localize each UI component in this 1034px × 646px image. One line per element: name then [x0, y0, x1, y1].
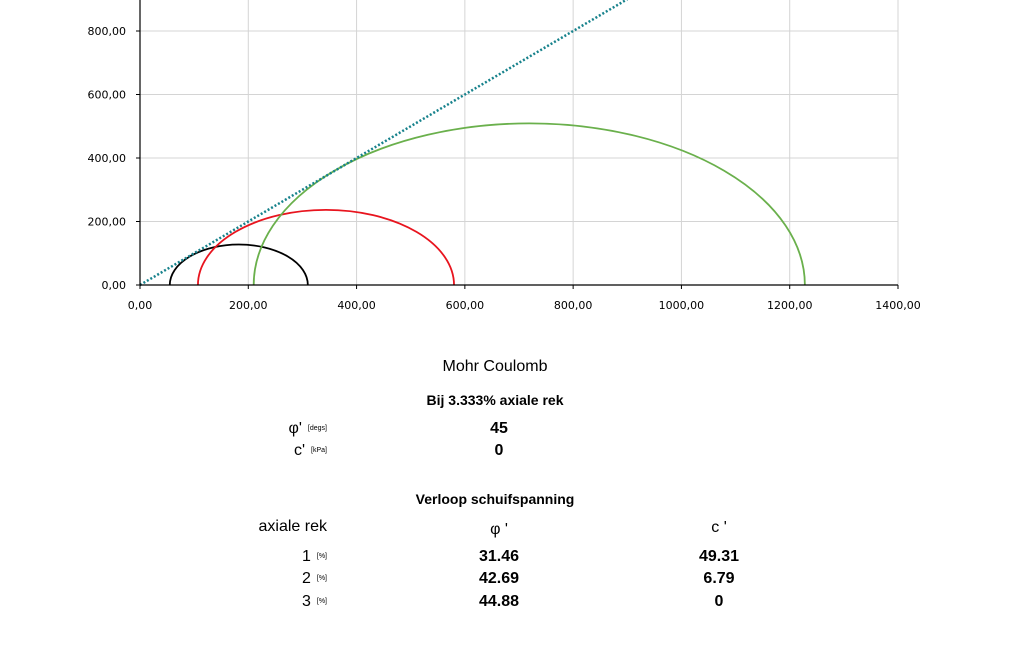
y-tick-label: 800,00: [88, 25, 127, 38]
row-c: 49.31: [698, 548, 740, 565]
mohr-circle: [252, 122, 806, 286]
chart-curves: [139, 0, 806, 287]
x-tick-label: 600,00: [446, 299, 485, 312]
row-c: 6.79: [703, 570, 735, 587]
phi-symbol: φ': [288, 420, 302, 437]
col-header-phi: φ ': [490, 521, 508, 538]
row-c: 0: [714, 593, 724, 610]
x-tick-label: 1200,00: [767, 299, 813, 312]
x-tick-label: 0,00: [128, 299, 153, 312]
col-header-rek: axiale rek: [258, 518, 327, 535]
phi-value: 45: [490, 420, 508, 437]
chart-axes: [136, 0, 899, 289]
x-tick-label: 400,00: [337, 299, 376, 312]
x-tick-label: 1000,00: [659, 299, 705, 312]
chart-grid: [140, 0, 899, 285]
results-subtitle: Bij 3.333% axiale rek: [426, 392, 564, 408]
x-tick-label: 800,00: [554, 299, 593, 312]
results-title: Mohr Coulomb: [442, 358, 548, 375]
row-phi: 31.46: [478, 548, 520, 565]
rek-value: 2: [301, 570, 311, 587]
row-phi: 42.69: [478, 570, 520, 587]
c-symbol: c': [293, 442, 306, 459]
rek-unit: [%]: [316, 553, 327, 561]
col-header-c: c ': [711, 519, 727, 536]
c-value: 0: [494, 442, 504, 459]
row-phi: 44.88: [478, 593, 520, 610]
y-tick-label: 0,00: [102, 279, 127, 292]
row-rek: 2 [%]: [237, 570, 327, 588]
mohr-circle: [168, 243, 309, 286]
row-rek: 3 [%]: [237, 593, 327, 611]
chart-tick-labels: 0,00 200,00 400,00 600,00 800,00 1000,00 1200,…: [88, 25, 921, 312]
x-tick-label: 1400,00: [875, 299, 921, 312]
progression-title: Verloop schuifspanning: [415, 491, 575, 507]
phi-label-row: φ' [degs]: [237, 420, 327, 438]
c-unit: [kPa]: [311, 447, 327, 455]
rek-value: 1: [301, 548, 311, 565]
failure-envelope: [139, 0, 628, 287]
rek-unit: [%]: [316, 575, 327, 583]
rek-unit: [%]: [316, 598, 327, 606]
y-tick-label: 400,00: [88, 152, 127, 165]
x-tick-label: 200,00: [229, 299, 268, 312]
y-tick-label: 200,00: [88, 216, 127, 229]
mohr-chart: 0,00 200,00 400,00 600,00 800,00 1000,00 1200,…: [88, 0, 921, 312]
mohr-circle: [197, 209, 455, 286]
c-label-row: c' [kPa]: [237, 442, 327, 460]
rek-value: 3: [301, 593, 311, 610]
row-rek: 1 [%]: [237, 548, 327, 566]
phi-unit: [degs]: [307, 425, 327, 433]
y-tick-label: 600,00: [88, 89, 127, 102]
